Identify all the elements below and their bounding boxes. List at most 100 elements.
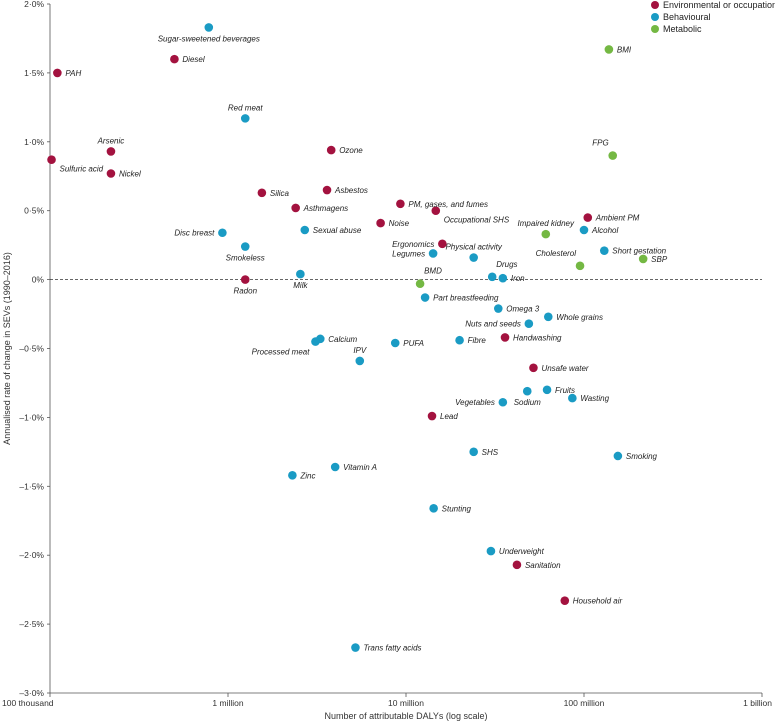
- y-axis-title: Annualised rate of change in SEVs (1990–…: [2, 252, 12, 445]
- point-label-sulfuric-acid: Sulfuric acid: [60, 165, 104, 174]
- point-label-ergonomics: Ergonomics: [392, 240, 434, 249]
- point-label-ipv: IPV: [353, 346, 367, 355]
- point-sodium[interactable]: [522, 386, 532, 396]
- y-tick-label: –2·0%: [19, 550, 44, 560]
- y-tick-label: –1·0%: [19, 412, 44, 422]
- point-bmi[interactable]: [604, 45, 614, 54]
- legend: Environmental or occupational Behavioural…: [651, 0, 775, 34]
- point-label-trans-fatty-acids: Trans fatty acids: [363, 644, 421, 653]
- point-ergonomics[interactable]: [438, 239, 447, 249]
- point-sugar-sweetened-beverages[interactable]: [204, 23, 214, 32]
- point-silica[interactable]: [257, 188, 267, 198]
- legend-label-1: Behavioural: [663, 12, 711, 22]
- points-layer: [47, 23, 648, 652]
- point-sanitation[interactable]: [512, 560, 522, 570]
- point-physical-activity[interactable]: [469, 253, 478, 262]
- point-lead[interactable]: [427, 411, 437, 421]
- point-diesel[interactable]: [170, 54, 179, 64]
- point-wasting[interactable]: [568, 393, 577, 403]
- point-occupational-shs[interactable]: [431, 206, 441, 215]
- point-iron[interactable]: [498, 273, 508, 283]
- point-trans-fatty-acids[interactable]: [351, 643, 360, 652]
- point-stunting[interactable]: [429, 504, 438, 513]
- point-bmd[interactable]: [415, 279, 425, 289]
- x-tick-label: 1 billion: [743, 698, 772, 708]
- point-noise[interactable]: [376, 218, 385, 228]
- point-shs[interactable]: [469, 447, 478, 457]
- point-sulfuric-acid[interactable]: [47, 155, 56, 165]
- point-red-meat[interactable]: [240, 114, 250, 123]
- x-tick-label: 10 million: [388, 698, 424, 708]
- point-label-bmi: BMI: [617, 45, 632, 54]
- point-label-underweight: Underweight: [499, 547, 545, 556]
- y-tick-label: 1·5%: [24, 68, 44, 78]
- point-ozone[interactable]: [326, 145, 336, 155]
- point-label-impaired-kidney: Impaired kidney: [518, 219, 575, 228]
- point-short-gestation[interactable]: [599, 246, 609, 255]
- point-cholesterol[interactable]: [575, 261, 585, 271]
- point-smokeless[interactable]: [240, 242, 250, 251]
- point-sbp[interactable]: [638, 254, 648, 264]
- point-label-vegetables: Vegetables: [455, 398, 495, 407]
- point-label-fpg: FPG: [592, 139, 608, 148]
- point-label-asthmagens: Asthmagens: [303, 204, 348, 213]
- point-pah[interactable]: [53, 68, 62, 78]
- point-processed-meat[interactable]: [311, 337, 320, 346]
- point-label-smoking: Smoking: [626, 452, 658, 461]
- point-label-sodium: Sodium: [514, 398, 541, 407]
- point-label-short-gestation: Short gestation: [612, 247, 666, 256]
- point-label-occupational-shs: Occupational SHS: [444, 216, 510, 225]
- legend-label-2: Metabolic: [663, 24, 702, 34]
- point-vitamin-a[interactable]: [330, 462, 340, 472]
- point-alcohol[interactable]: [579, 225, 589, 235]
- point-label-diesel: Diesel: [182, 55, 204, 64]
- point-nickel[interactable]: [106, 169, 116, 178]
- point-disc-breast[interactable]: [218, 228, 227, 238]
- point-pufa[interactable]: [390, 338, 400, 348]
- point-label-iron: Iron: [511, 274, 525, 283]
- point-nuts-and-seeds[interactable]: [524, 319, 534, 328]
- point-household-air[interactable]: [560, 596, 570, 605]
- point-zinc[interactable]: [288, 470, 297, 480]
- point-label-calcium: Calcium: [328, 335, 357, 344]
- point-label-asbestos: Asbestos: [334, 186, 368, 195]
- point-whole-grains[interactable]: [543, 312, 553, 322]
- point-fruits[interactable]: [542, 385, 552, 395]
- point-drugs[interactable]: [487, 272, 497, 282]
- y-tick-label: 0·5%: [24, 206, 44, 216]
- legend-marker-0: [651, 1, 659, 9]
- point-smoking[interactable]: [613, 451, 623, 461]
- point-milk[interactable]: [296, 269, 305, 279]
- point-label-stunting: Stunting: [442, 504, 472, 513]
- point-sexual-abuse[interactable]: [300, 225, 310, 235]
- point-fibre[interactable]: [455, 335, 464, 345]
- point-arsenic[interactable]: [106, 147, 116, 156]
- y-tick-label: –3·0%: [19, 688, 44, 698]
- point-asthmagens[interactable]: [291, 203, 300, 213]
- point-unsafe-water[interactable]: [529, 363, 538, 373]
- point-pm-gases-and-fumes[interactable]: [396, 199, 405, 209]
- point-label-whole-grains: Whole grains: [556, 313, 603, 322]
- point-part-breastfeeding[interactable]: [420, 293, 430, 302]
- x-tick-label: 100 million: [564, 698, 605, 708]
- point-label-ambient-pm: Ambient PM: [595, 214, 640, 223]
- point-fpg[interactable]: [608, 151, 618, 160]
- point-asbestos[interactable]: [322, 185, 332, 195]
- point-label-zinc: Zinc: [299, 471, 315, 480]
- point-underweight[interactable]: [486, 546, 496, 556]
- x-axis-title: Number of attributable DALYs (log scale): [325, 711, 488, 721]
- y-tick-label: –1·5%: [19, 481, 44, 491]
- point-ambient-pm[interactable]: [583, 213, 593, 222]
- point-legumes[interactable]: [428, 249, 438, 258]
- point-impaired-kidney[interactable]: [541, 229, 551, 239]
- point-handwashing[interactable]: [500, 333, 510, 342]
- point-omega-3[interactable]: [493, 304, 503, 313]
- point-label-alcohol: Alcohol: [591, 226, 618, 235]
- point-vegetables[interactable]: [498, 397, 508, 407]
- point-radon[interactable]: [240, 275, 250, 284]
- point-label-bmd: BMD: [424, 267, 442, 276]
- point-label-smokeless: Smokeless: [226, 254, 265, 263]
- point-label-sexual-abuse: Sexual abuse: [313, 226, 362, 235]
- point-ipv[interactable]: [355, 356, 365, 366]
